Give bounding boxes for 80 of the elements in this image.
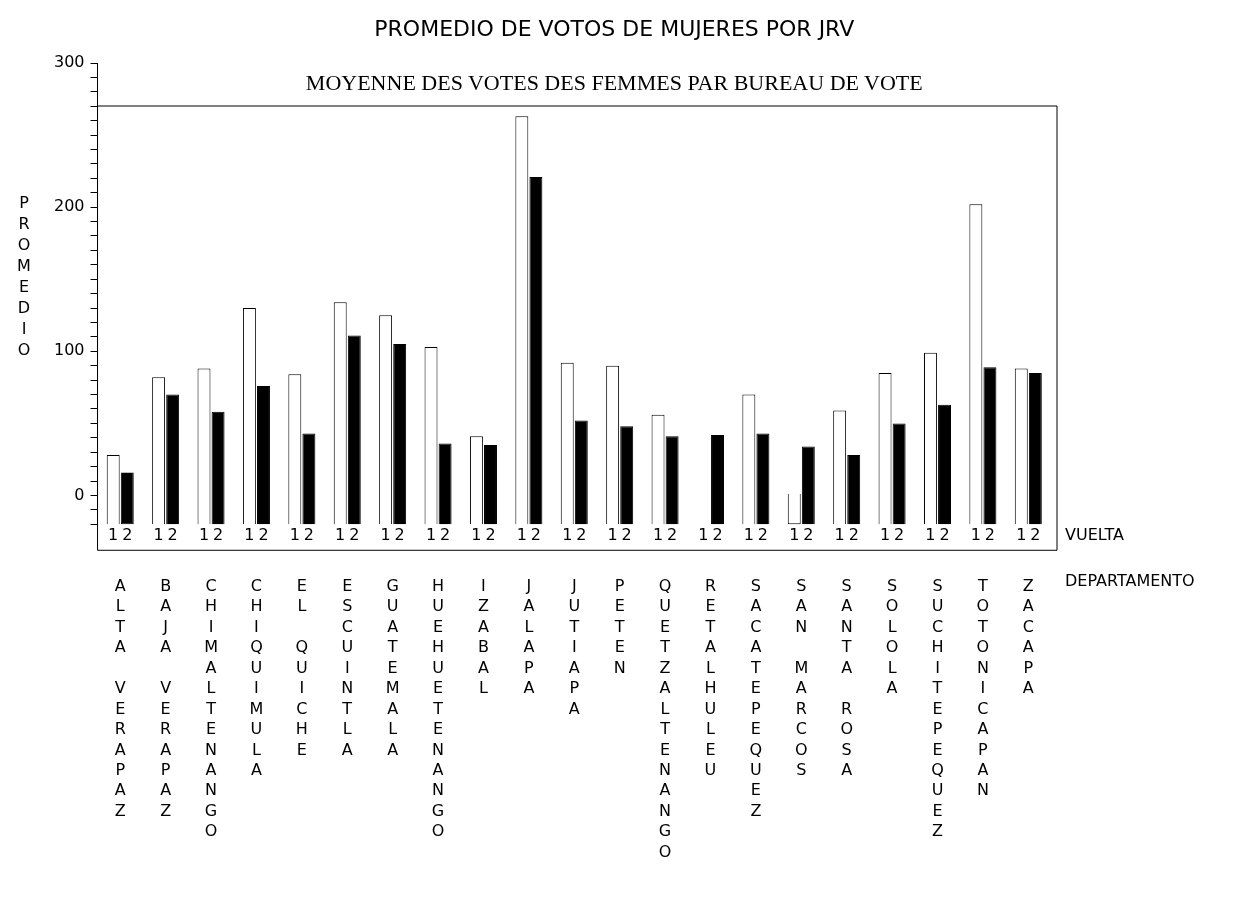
y-tick-label: 200: [53, 196, 85, 216]
bar: [620, 426, 634, 525]
bar: [438, 443, 452, 525]
bar: [892, 423, 906, 525]
category-label: SAN MARCOS: [794, 575, 809, 779]
series-label: 2: [122, 525, 133, 545]
y-axis-title: PROMEDIO: [17, 193, 31, 359]
series-label: 1: [108, 525, 119, 545]
text: 1: [425, 525, 437, 545]
chart-subtitle: MOYENNE DES VOTES DES FEMMES PAR BUREAU DE VOTE: [305, 70, 923, 95]
bar: [938, 404, 952, 525]
y-tick-label: 100: [53, 340, 85, 360]
category-label: QUETZALTENANGO: [658, 575, 672, 861]
text: 1: [471, 525, 482, 545]
x-tick-label: JALAPA: [523, 575, 535, 698]
text: 1: [516, 525, 527, 545]
text: 2: [349, 525, 360, 545]
category-label: GUATEMALA: [385, 575, 400, 759]
text: 1: [562, 525, 573, 545]
text: 2: [803, 525, 814, 545]
text: 2: [984, 525, 996, 545]
x-tick-label: JUTIAPA: [568, 575, 581, 718]
text: 1: [743, 525, 754, 545]
text: 2: [258, 525, 269, 545]
text: 1: [244, 525, 255, 545]
text: 1: [789, 525, 800, 545]
text: 2: [848, 525, 859, 545]
text: 1: [380, 525, 391, 545]
text: 2: [576, 525, 587, 545]
bar: [801, 446, 815, 525]
text: 1: [289, 525, 300, 545]
chart-title: PROMEDIO DE VOTOS DE MUJERES POR JRV: [374, 16, 855, 41]
category-label: CHIQUIMULA: [249, 575, 264, 779]
category-label: ESCUINTLA: [341, 575, 354, 759]
category-label: SUCHITEPEQUEZ: [931, 575, 944, 841]
text: 2: [530, 525, 541, 545]
text: 1: [925, 525, 936, 545]
text: 1: [834, 525, 845, 545]
text: 2: [167, 525, 178, 545]
text: 2: [757, 525, 769, 545]
text: 2: [894, 525, 905, 545]
category-label: EL QUICHE: [295, 575, 309, 759]
x-tick-label: SOLOLA: [885, 575, 899, 698]
text: 1: [879, 525, 891, 545]
x-tick-label: PETEN: [613, 575, 626, 677]
category-label: HUEHUETENANGO: [431, 575, 445, 841]
text: 2: [621, 525, 632, 545]
category-label: BAJA VERAPAZ: [160, 575, 172, 820]
legend-title: VUELTA: [1065, 525, 1125, 545]
text: 1: [970, 525, 981, 545]
text: 2: [440, 525, 451, 545]
x-axis-title: DEPARTAMENTO: [1065, 571, 1195, 591]
y-tick-label: 0: [74, 484, 85, 504]
bar: [711, 434, 724, 525]
text: 2: [667, 525, 678, 545]
text: 1: [1016, 525, 1027, 545]
category-label: CHIMALTENANGO: [204, 575, 218, 841]
x-tick-label: ZACAPA: [1022, 575, 1034, 698]
bar: [484, 445, 497, 525]
text: 2: [485, 525, 496, 545]
category-label: RETALHULEU: [704, 575, 717, 779]
x-tick-label: IZABAL: [477, 575, 489, 698]
text: 1: [198, 525, 210, 545]
text: 2: [712, 525, 723, 545]
text: 2: [212, 525, 224, 545]
bar: [120, 472, 134, 525]
category-label: SANTA ROSA: [840, 575, 853, 779]
category-label: TOTONICAPAN: [976, 575, 990, 800]
text: 1: [335, 525, 346, 545]
text: 2: [394, 525, 405, 545]
text: 1: [652, 525, 664, 545]
y-tick-label: 300: [53, 52, 85, 72]
text: 2: [303, 525, 314, 545]
text: 1: [698, 525, 709, 545]
category-label: SACATEPEQUEZ: [749, 575, 763, 820]
category-label: ALTA VERAPAZ: [114, 575, 126, 820]
text: 2: [1030, 525, 1041, 545]
text: 1: [153, 525, 164, 545]
text: 1: [607, 525, 618, 545]
text: 2: [939, 525, 950, 545]
